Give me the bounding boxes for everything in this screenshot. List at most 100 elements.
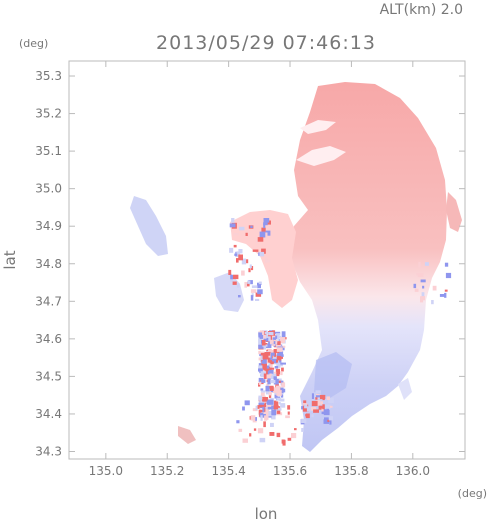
echo-cell [263, 218, 270, 223]
y-tick-label: 34.9 [35, 219, 62, 233]
echo-cell [264, 409, 270, 415]
echo-cell [305, 413, 310, 419]
x-tick-label: 135.2 [150, 464, 184, 478]
echo-cell [313, 409, 319, 413]
echo-cell [260, 371, 267, 378]
echo-cell [278, 402, 281, 405]
echo-cell [230, 277, 233, 282]
echo-cell [229, 247, 234, 253]
echo-cell [267, 406, 273, 410]
echo-cell [257, 428, 264, 434]
echo-cell [320, 401, 323, 405]
echo-cell [260, 388, 264, 391]
echo-cell [249, 264, 252, 269]
echo-cell [276, 364, 281, 368]
echo-cell [276, 432, 281, 438]
echo-cell [414, 288, 419, 292]
y-tick-label: 34.8 [35, 257, 62, 271]
echo-cell [271, 358, 278, 364]
echo-cell [272, 330, 276, 337]
echo-cell [328, 397, 334, 403]
echo-cell [274, 366, 279, 369]
echo-cell [276, 397, 282, 401]
radar-echo-field [130, 82, 462, 452]
echo-cell [265, 343, 272, 348]
x-axis-label: lon [255, 505, 278, 521]
echo-cell [258, 357, 262, 361]
echo-cell [444, 262, 449, 267]
x-tick-label: 135.6 [273, 464, 307, 478]
echo-cell [266, 365, 270, 369]
echo-cell [275, 344, 281, 347]
echo-cell [265, 230, 271, 236]
echo-cell [262, 406, 265, 413]
echo-cell [315, 397, 318, 400]
echo-cell [325, 404, 331, 409]
echo-cell [272, 337, 277, 340]
echo-cell [262, 353, 269, 360]
echo-cell [261, 248, 266, 254]
echo-cell [445, 272, 452, 279]
snow-streak-1 [296, 146, 346, 166]
echo-cell [275, 333, 281, 336]
y-unit-label: (deg) [19, 37, 48, 50]
echo-cell [262, 344, 268, 347]
echo-cell [269, 361, 274, 365]
echo-cell [250, 225, 253, 228]
echo-cell [262, 345, 266, 350]
echo-cell [242, 406, 245, 411]
echo-cell [250, 295, 254, 301]
echo-cell [273, 404, 279, 410]
echo-cell [311, 414, 314, 418]
y-tick-label: 35.0 [35, 182, 62, 196]
echo-cell [241, 258, 247, 265]
echo-cell [277, 341, 281, 345]
echo-cell [265, 259, 271, 263]
echo-cell [258, 395, 262, 401]
main-echo-region [286, 82, 447, 452]
echo-cell [245, 232, 248, 236]
echo-cell [239, 226, 245, 231]
echo-cell [270, 352, 275, 356]
chart-title: 2013/05/29 07:46:13 [156, 32, 376, 54]
echo-cell [236, 258, 239, 263]
echo-cell [329, 405, 333, 408]
echo-cell [238, 428, 243, 432]
echo-cell [281, 382, 286, 388]
y-axis-label: lat [1, 250, 19, 269]
echo-cell [424, 262, 429, 266]
echo-cell [248, 268, 251, 273]
echo-cell [263, 338, 269, 342]
echo-cell [260, 390, 266, 393]
echo-cell [247, 280, 251, 284]
echo-cell [258, 400, 265, 404]
echo-cell [261, 339, 266, 346]
echo-cell [287, 411, 290, 415]
echo-cell [291, 433, 297, 439]
echo-cell [321, 408, 324, 412]
echo-cell [231, 218, 235, 223]
echo-cell [258, 368, 263, 372]
echo-cell [274, 355, 280, 359]
echo-cell [258, 365, 263, 369]
echo-cell [271, 373, 277, 378]
echo-cell [260, 379, 266, 383]
echo-cell [422, 285, 425, 289]
echo-cell [260, 392, 265, 399]
echo-cell [271, 355, 277, 361]
x-tick-label: 135.4 [211, 464, 245, 478]
echo-cell [260, 355, 263, 360]
echo-cell [258, 381, 262, 385]
echo-cell [266, 374, 271, 380]
echo-cell [264, 331, 269, 335]
echo-cell [268, 410, 273, 417]
echo-cell [418, 261, 421, 268]
echo-cell [275, 368, 280, 375]
echo-cell [268, 362, 273, 368]
echo-cell [233, 274, 239, 280]
echo-cell [280, 362, 286, 365]
echo-cell [266, 404, 272, 408]
scattered-echo-cells [228, 218, 452, 446]
echo-cell [444, 289, 448, 292]
echo-cell [262, 397, 268, 402]
